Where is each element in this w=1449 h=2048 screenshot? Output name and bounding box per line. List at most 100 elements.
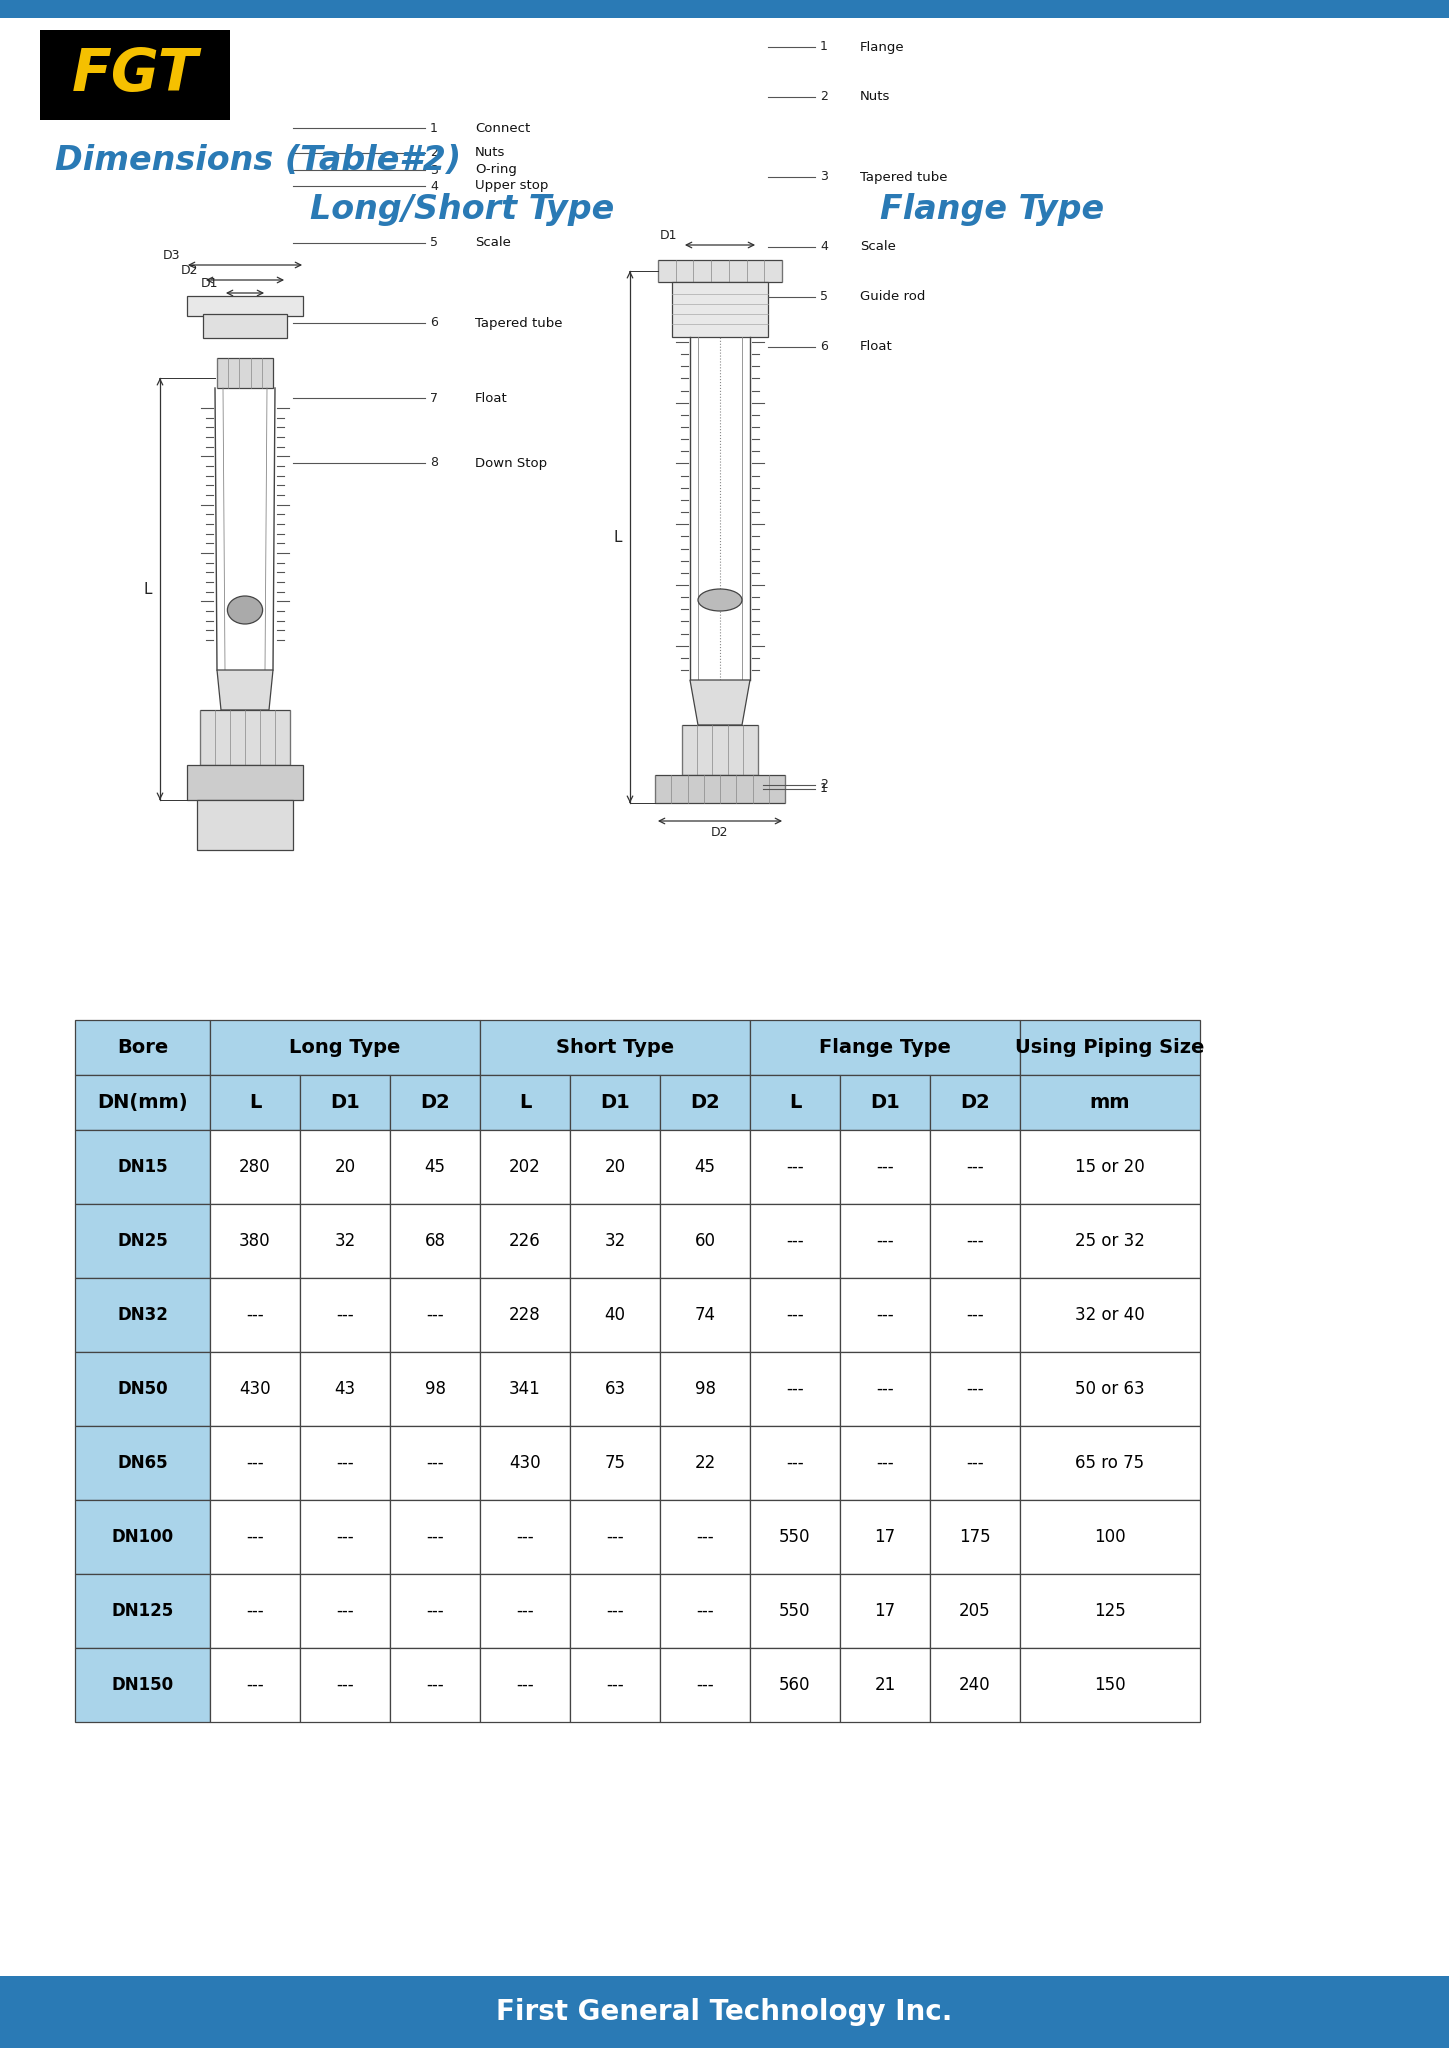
Text: ---: ---: [336, 1454, 354, 1473]
Text: 430: 430: [509, 1454, 540, 1473]
Text: DN100: DN100: [112, 1528, 174, 1546]
Bar: [480, 1020, 751, 1075]
Bar: [390, 1499, 480, 1575]
Bar: [672, 283, 768, 338]
Bar: [751, 1278, 840, 1352]
Text: Down Stop: Down Stop: [475, 457, 548, 469]
Bar: [75, 1278, 210, 1352]
Bar: [751, 1020, 1020, 1075]
Text: 43: 43: [335, 1380, 355, 1399]
Text: ---: ---: [246, 1454, 264, 1473]
Text: 17: 17: [874, 1528, 895, 1546]
Bar: [217, 358, 272, 387]
Text: ---: ---: [426, 1528, 443, 1546]
Bar: [210, 1278, 300, 1352]
Text: 205: 205: [959, 1602, 991, 1620]
Bar: [75, 1075, 210, 1130]
Bar: [41, 31, 230, 121]
Bar: [390, 1130, 480, 1204]
Text: D1: D1: [600, 1094, 630, 1112]
Bar: [75, 1352, 210, 1425]
Bar: [659, 1352, 751, 1425]
Bar: [390, 1075, 480, 1130]
Text: ---: ---: [787, 1157, 804, 1176]
Text: ---: ---: [426, 1454, 443, 1473]
Text: ---: ---: [426, 1307, 443, 1323]
Text: 175: 175: [959, 1528, 991, 1546]
Text: ---: ---: [787, 1380, 804, 1399]
Text: 45: 45: [425, 1157, 445, 1176]
Text: Float: Float: [475, 391, 507, 406]
Bar: [840, 1204, 930, 1278]
Bar: [75, 1575, 210, 1649]
Bar: [197, 801, 293, 850]
Bar: [658, 260, 782, 283]
Text: DN15: DN15: [117, 1157, 168, 1176]
Text: 60: 60: [694, 1233, 716, 1249]
Bar: [210, 1352, 300, 1425]
Text: 63: 63: [604, 1380, 626, 1399]
Text: 20: 20: [604, 1157, 626, 1176]
Text: ---: ---: [787, 1233, 804, 1249]
Text: 100: 100: [1094, 1528, 1126, 1546]
Bar: [659, 1204, 751, 1278]
Bar: [930, 1575, 1020, 1649]
Text: ---: ---: [246, 1528, 264, 1546]
Text: 75: 75: [604, 1454, 626, 1473]
Text: ---: ---: [336, 1528, 354, 1546]
Bar: [390, 1278, 480, 1352]
Bar: [751, 1075, 840, 1130]
Text: 550: 550: [780, 1602, 811, 1620]
Bar: [659, 1649, 751, 1722]
Text: 2: 2: [430, 147, 438, 160]
Bar: [659, 1130, 751, 1204]
Text: DN25: DN25: [117, 1233, 168, 1249]
Bar: [751, 1130, 840, 1204]
Text: 32: 32: [604, 1233, 626, 1249]
Text: Float: Float: [861, 340, 893, 354]
Bar: [300, 1075, 390, 1130]
Bar: [480, 1499, 569, 1575]
Text: 1: 1: [430, 121, 438, 135]
Bar: [569, 1425, 659, 1499]
Bar: [300, 1352, 390, 1425]
Bar: [480, 1352, 569, 1425]
Bar: [300, 1649, 390, 1722]
Text: First General Technology Inc.: First General Technology Inc.: [496, 1999, 952, 2025]
Text: Nuts: Nuts: [861, 90, 890, 104]
Text: 6: 6: [820, 340, 827, 354]
Text: ---: ---: [606, 1675, 625, 1694]
Text: ---: ---: [877, 1157, 894, 1176]
Text: L: L: [249, 1094, 261, 1112]
Bar: [840, 1575, 930, 1649]
Text: mm: mm: [1090, 1094, 1130, 1112]
Text: ---: ---: [877, 1454, 894, 1473]
Text: ---: ---: [966, 1233, 984, 1249]
Text: D2: D2: [181, 264, 199, 276]
Text: 98: 98: [694, 1380, 716, 1399]
Text: ---: ---: [877, 1307, 894, 1323]
Text: 550: 550: [780, 1528, 811, 1546]
Bar: [1020, 1130, 1200, 1204]
Text: ---: ---: [516, 1602, 533, 1620]
Ellipse shape: [227, 596, 262, 625]
Bar: [659, 1075, 751, 1130]
Text: 1: 1: [820, 782, 827, 795]
Bar: [203, 313, 287, 338]
Bar: [187, 297, 303, 315]
Text: 560: 560: [780, 1675, 811, 1694]
Text: D2: D2: [711, 825, 729, 840]
Bar: [569, 1575, 659, 1649]
Text: ---: ---: [966, 1454, 984, 1473]
Text: 22: 22: [694, 1454, 716, 1473]
Bar: [930, 1075, 1020, 1130]
Bar: [1020, 1575, 1200, 1649]
Text: Short Type: Short Type: [556, 1038, 674, 1057]
Bar: [840, 1075, 930, 1130]
Text: Scale: Scale: [475, 236, 511, 250]
Bar: [569, 1204, 659, 1278]
Text: 380: 380: [239, 1233, 271, 1249]
Text: 74: 74: [694, 1307, 716, 1323]
Bar: [210, 1499, 300, 1575]
Text: ---: ---: [246, 1675, 264, 1694]
